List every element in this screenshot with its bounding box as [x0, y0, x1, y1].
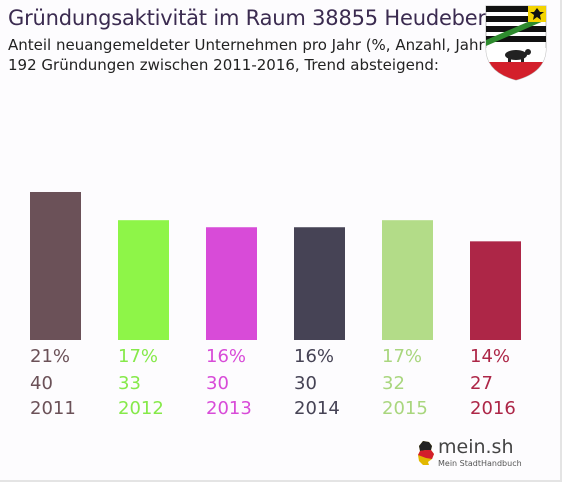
percent-label-2011: 21% [30, 346, 71, 367]
percent-label-2016: 14% [470, 346, 511, 367]
mein-sh-logo: mein.sh Mein StadtHandbuch [416, 436, 528, 474]
year-label-2014: 2014 [294, 398, 340, 419]
count-label-2013: 30 [206, 373, 229, 394]
logo-tagline: Mein StadtHandbuch [438, 459, 522, 468]
year-label-2012: 2012 [118, 398, 164, 419]
chart-title: Gründungsaktivität im Raum 38855 Heudebe… [8, 6, 486, 30]
count-label-2011: 40 [30, 373, 53, 394]
logo-text: mein.sh [438, 436, 514, 458]
chart-subtitle-line1: Anteil neuangemeldeter Unternehmen pro J… [8, 36, 491, 54]
germany-map-icon [418, 441, 434, 465]
percent-label-2014: 16% [294, 346, 335, 367]
year-label-2013: 2013 [206, 398, 252, 419]
percent-label-2013: 16% [206, 346, 247, 367]
percent-label-2012: 17% [118, 346, 159, 367]
coat-of-arms-icon [485, 5, 547, 81]
year-label-2015: 2015 [382, 398, 428, 419]
percent-label-2015: 17% [382, 346, 423, 367]
count-label-2014: 30 [294, 373, 317, 394]
year-label-2011: 2011 [30, 398, 76, 419]
year-label-2016: 2016 [470, 398, 516, 419]
count-label-2012: 33 [118, 373, 141, 394]
chart-subtitle-line2: 192 Gründungen zwischen 2011-2016, Trend… [8, 56, 439, 74]
count-label-2015: 32 [382, 373, 405, 394]
count-label-2016: 27 [470, 373, 493, 394]
